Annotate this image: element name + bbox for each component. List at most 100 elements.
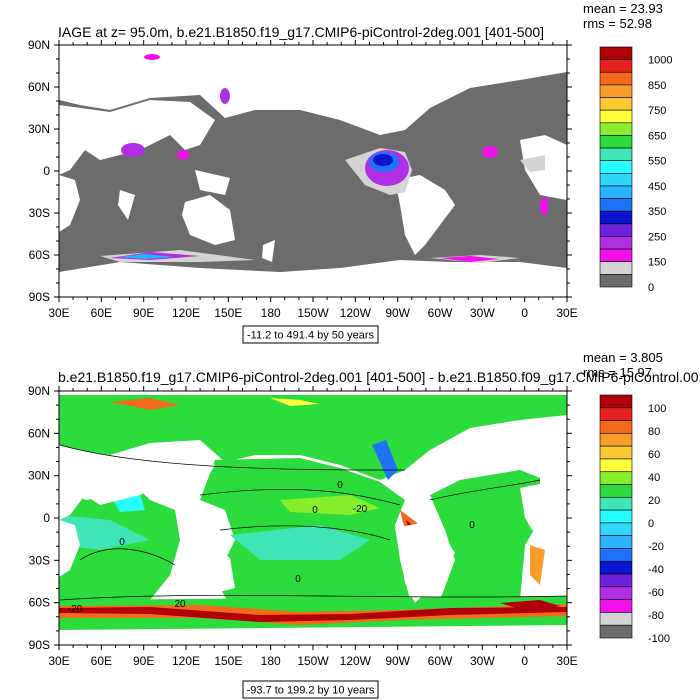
x-tick-label: 90E <box>133 654 154 668</box>
y-tick-label: 60S <box>29 596 50 610</box>
colorbar-swatch <box>599 624 633 639</box>
x-tick-label: 60W <box>428 306 453 320</box>
colorbar-label: 40 <box>648 472 660 484</box>
colorbar-swatch <box>599 560 633 575</box>
colorbar-swatch <box>599 535 633 549</box>
colorbar-label: 80 <box>648 426 660 438</box>
colorbar-swatch <box>599 420 633 434</box>
colorbar-swatch <box>599 223 633 237</box>
colorbar-swatch <box>599 160 633 174</box>
panel-1-title: IAGE at z= 95.0m, b.e21.B1850.f19_g17.CM… <box>58 24 544 40</box>
colorbar-label: 850 <box>648 80 666 92</box>
panel-2-ocean-field <box>59 395 567 630</box>
colorbar-swatch <box>599 261 633 275</box>
colorbar-label: 350 <box>648 206 666 218</box>
colorbar-swatch <box>599 173 633 187</box>
colorbar-swatch <box>599 586 633 600</box>
x-tick-label: 60E <box>91 306 112 320</box>
colorbar-label: 60 <box>648 449 660 461</box>
panel-2-map: 0 0 0 0 -20 20 0 -20 <box>59 391 567 645</box>
colorbar-swatch <box>599 573 633 588</box>
colorbar-label: -20 <box>648 541 664 553</box>
colorbar-swatch <box>599 548 633 562</box>
panel-1-stat-mean: mean = 23.93 <box>583 1 663 16</box>
colorbar-swatch <box>599 122 633 136</box>
x-tick-label: 180 <box>261 306 281 320</box>
colorbar-label: 0 <box>648 282 654 294</box>
x-tick-label: 120W <box>340 654 372 668</box>
contour-label: -20 <box>68 604 83 615</box>
colorbar-swatch <box>599 471 633 485</box>
contour-label: 0 <box>337 480 343 491</box>
y-tick-label: 30N <box>28 122 50 136</box>
colorbar-label: -80 <box>648 610 664 622</box>
colorbar-swatch <box>599 394 633 409</box>
y-tick-label: 0 <box>43 511 50 525</box>
colorbar-swatch <box>599 147 633 161</box>
x-tick-label: 0 <box>521 306 528 320</box>
panel-1-colorbar: 1000 850 750 650 550 450 350 250 150 0 <box>599 46 672 294</box>
x-tick-label: 90W <box>385 306 410 320</box>
x-tick-label: 0 <box>521 654 528 668</box>
colorbar-label: 0 <box>648 518 654 530</box>
colorbar-label: 550 <box>648 156 666 168</box>
x-tick-label: 30E <box>556 306 577 320</box>
panel-2-contour-labels: 0 0 0 0 -20 20 0 -20 <box>68 480 475 615</box>
panel-2-range-box <box>242 680 379 699</box>
y-tick-label: 90S <box>29 638 50 652</box>
panel-1-stat-rms: rms = 52.98 <box>583 16 652 31</box>
colorbar-swatch <box>599 210 633 225</box>
contour-label: 0 <box>469 520 475 531</box>
contour-label: 0 <box>295 574 301 585</box>
y-tick-label: 0 <box>43 164 50 178</box>
contour-label: 20 <box>174 599 186 610</box>
colorbar-swatch <box>599 497 633 511</box>
panel-2-x-axis: 30E 60E 90E 120E 150E 180 150W 120W 90W 60W 30W 0 30… <box>48 386 578 668</box>
x-tick-label: 150E <box>214 306 242 320</box>
x-tick-label: 60E <box>91 654 112 668</box>
x-tick-label: 150E <box>214 654 242 668</box>
colorbar-swatch <box>599 522 633 536</box>
panel-2-land <box>59 448 567 645</box>
colorbar-swatch <box>599 248 633 263</box>
colorbar-swatch <box>599 135 633 149</box>
colorbar-swatch <box>599 445 633 460</box>
colorbar-swatch <box>599 433 633 447</box>
colorbar-swatch <box>599 236 633 250</box>
y-tick-label: 30N <box>28 469 50 483</box>
y-tick-label: 60N <box>28 426 50 440</box>
colorbar-swatch <box>599 59 633 73</box>
colorbar-swatch <box>599 612 633 626</box>
colorbar-label: 750 <box>648 105 666 117</box>
colorbar-swatch <box>599 407 633 421</box>
x-tick-label: 90E <box>133 306 154 320</box>
y-tick-label: 30S <box>29 206 50 220</box>
x-tick-label: 30E <box>48 306 69 320</box>
colorbar-swatch <box>599 599 633 613</box>
panel-2-title: b.e21.B1850.f19_g17.CMIP6-piControl-2deg… <box>58 369 700 385</box>
x-tick-label: 30E <box>48 654 69 668</box>
colorbar-swatch <box>599 198 633 212</box>
x-tick-label: 30W <box>470 654 495 668</box>
panel-1-y-axis: 90N 60N 30N 0 30S 60S 90S <box>28 38 572 304</box>
contour-label: 0 <box>312 505 318 516</box>
colorbar-swatch <box>599 185 633 199</box>
panel-2: b.e21.B1850.f19_g17.CMIP6-piControl-2deg… <box>28 350 700 699</box>
contour-label: 0 <box>119 537 125 548</box>
panel-2-stat-mean: mean = 3.805 <box>583 350 663 365</box>
colorbar-swatch <box>599 97 633 111</box>
y-tick-label: 60N <box>28 80 50 94</box>
y-tick-label: 60S <box>29 248 50 262</box>
panel-1-range-label: -11.2 to 491.4 by 50 years <box>247 330 374 342</box>
panel-2-contours <box>59 444 567 601</box>
panel-1-land <box>59 45 567 297</box>
colorbar-swatch <box>599 509 633 524</box>
colorbar-swatch <box>599 71 633 86</box>
x-tick-label: 180 <box>261 654 281 668</box>
x-tick-label: 60W <box>428 654 453 668</box>
x-tick-label: 30E <box>556 654 577 668</box>
y-tick-label: 90N <box>28 384 50 398</box>
y-tick-label: 30S <box>29 553 50 567</box>
colorbar-swatch <box>599 84 633 98</box>
